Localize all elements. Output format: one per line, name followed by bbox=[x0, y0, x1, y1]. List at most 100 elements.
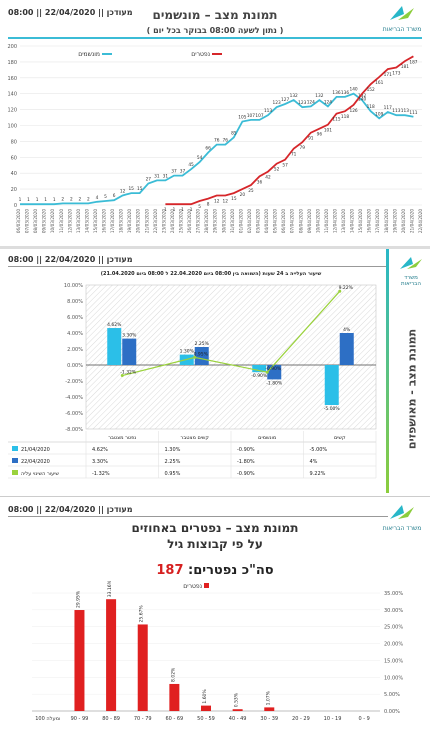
table-cell: -1.80% bbox=[237, 459, 255, 465]
data-label: 4 bbox=[96, 195, 99, 201]
data-label: 140 bbox=[349, 87, 357, 93]
bar-label: 29.95% bbox=[75, 590, 81, 608]
x-tick-label: 10/04/2020 bbox=[315, 209, 320, 233]
table-cell: -0.90% bbox=[237, 447, 255, 453]
rate-label: 0.95% bbox=[194, 351, 209, 357]
data-label: 136 bbox=[341, 90, 349, 96]
bar bbox=[252, 365, 267, 373]
x-tick-label: 0 - 9 bbox=[359, 716, 370, 722]
x-tick-label: 20 - 29 bbox=[292, 716, 310, 722]
data-label: 15 bbox=[128, 186, 134, 192]
y-tick-label: 0 bbox=[14, 203, 17, 209]
ventilated-panel: מעודכן || 22/04/2020 || 08:00 תמונת מצב … bbox=[0, 0, 430, 249]
legend-label: שיעור השינוי עליה bbox=[21, 471, 59, 477]
bar bbox=[107, 328, 122, 365]
bar-label: -0.90% bbox=[251, 373, 268, 379]
legend-label: נפטרים bbox=[191, 51, 210, 58]
data-label: 25 bbox=[248, 188, 254, 194]
x-tick-label: 07/03/2020 bbox=[25, 209, 30, 233]
data-label: 132 bbox=[315, 93, 323, 99]
legend-label: 21/04/2020 bbox=[21, 447, 50, 453]
y-tick-label: 0.00% bbox=[384, 709, 400, 715]
y-tick-label: 80 bbox=[11, 139, 17, 145]
bar-label: 33.16% bbox=[107, 581, 113, 597]
bar-label: 0.53% bbox=[234, 692, 240, 707]
x-tick-label: 28/03/2020 bbox=[204, 209, 209, 233]
data-label: 1 bbox=[27, 197, 30, 203]
y-tick-label: 35.00% bbox=[384, 591, 403, 597]
ministry-logo: משרד הבריאות bbox=[394, 255, 428, 287]
data-label: 132 bbox=[290, 93, 298, 99]
x-tick-label: 10/03/2020 bbox=[50, 209, 55, 233]
data-label: 171 bbox=[384, 72, 392, 78]
table-cell: 2.25% bbox=[165, 459, 181, 465]
x-tick-label: 29/03/2020 bbox=[213, 209, 218, 233]
data-label: 2 bbox=[70, 196, 73, 202]
x-tick-label: 06/04/2020 bbox=[281, 209, 286, 233]
rate-label: -1.32% bbox=[120, 370, 137, 376]
data-label: 12 bbox=[120, 188, 126, 194]
data-label: 2 bbox=[79, 196, 82, 202]
table-cell: -0.90% bbox=[237, 471, 255, 477]
data-label: 37 bbox=[171, 169, 177, 175]
rate-label: -0.90% bbox=[265, 366, 282, 372]
table-cell: 4.62% bbox=[92, 447, 108, 453]
data-label: 1 bbox=[164, 207, 167, 213]
updated-label: מעודכן || 22/04/2020 || 08:00 bbox=[8, 8, 133, 17]
x-tick-label: 23/03/2020 bbox=[161, 209, 166, 233]
table-cell: -1.32% bbox=[92, 471, 110, 477]
data-label: 107 bbox=[255, 113, 263, 119]
legend-label: 22/04/2020 bbox=[21, 459, 50, 465]
data-label: 181 bbox=[401, 64, 409, 70]
data-label: 79 bbox=[300, 145, 306, 151]
x-tick-label: 01/04/2020 bbox=[238, 209, 243, 233]
data-label: 36 bbox=[257, 179, 263, 185]
header-rule bbox=[8, 516, 388, 517]
rate-line bbox=[122, 290, 341, 377]
data-label: 107 bbox=[247, 113, 255, 119]
x-tick-label: 10 - 19 bbox=[324, 716, 342, 722]
panel-subtitle: ( נתון לשעה 08:00 בבוקר בכל יום ) bbox=[146, 26, 284, 35]
x-tick-label: 30 - 39 bbox=[260, 716, 278, 722]
data-label: 1 bbox=[44, 197, 47, 203]
table-cell: 3.30% bbox=[92, 459, 108, 465]
x-tick-label: 06/03/2020 bbox=[16, 209, 21, 233]
x-tick-label: 11/03/2020 bbox=[59, 209, 64, 233]
data-label: 42 bbox=[265, 175, 271, 181]
data-label: 5 bbox=[104, 194, 107, 200]
x-tick-label: 08/04/2020 bbox=[298, 209, 303, 233]
rate-label: 9.22% bbox=[339, 285, 354, 291]
total-deceased: סה"כ נפטרים: 187 bbox=[150, 563, 280, 578]
x-tick-label: 27/03/2020 bbox=[196, 209, 201, 233]
bar bbox=[194, 347, 209, 365]
bar-label: 3.30% bbox=[122, 333, 137, 339]
y-tick-label: 20.00% bbox=[384, 642, 403, 648]
x-tick-label: 26/03/2020 bbox=[187, 209, 192, 233]
data-label: 111 bbox=[409, 110, 417, 116]
y-tick-label: 200 bbox=[7, 44, 17, 50]
x-tick-label: 22/03/2020 bbox=[153, 209, 158, 233]
data-label: 8 bbox=[207, 202, 210, 208]
updated-label: מעודכן || 22/04/2020 || 08:00 bbox=[8, 255, 133, 264]
table-cell: 1.30% bbox=[165, 447, 181, 453]
bar bbox=[339, 333, 354, 365]
x-tick-label: 90 - 99 bbox=[71, 716, 89, 722]
bar-label: 4.62% bbox=[107, 322, 122, 328]
data-label: 118 bbox=[367, 104, 375, 110]
x-tick-label: 14/04/2020 bbox=[350, 209, 355, 233]
bar-label: 4% bbox=[343, 327, 351, 333]
x-tick-label: 17/04/2020 bbox=[375, 209, 380, 233]
data-label: 66 bbox=[205, 146, 211, 152]
data-label: 31 bbox=[163, 173, 169, 179]
data-label: 15 bbox=[231, 196, 237, 202]
bar bbox=[201, 705, 211, 711]
y-tick-label: 30.00% bbox=[384, 608, 403, 614]
ministry-logo-icon bbox=[400, 257, 422, 269]
x-tick-label: 11/04/2020 bbox=[324, 209, 329, 233]
x-tick-label: 60 - 69 bbox=[166, 716, 184, 722]
data-label: 20 bbox=[240, 192, 246, 198]
data-label: 15 bbox=[137, 186, 143, 192]
deceased-age-panel: מעודכן || 22/04/2020 || 08:00 משרד הבריא… bbox=[0, 496, 430, 741]
table-cell: 0.95% bbox=[165, 471, 181, 477]
panel-title-line1: תמונת מצב – נפטרים באחוזים bbox=[131, 521, 299, 535]
